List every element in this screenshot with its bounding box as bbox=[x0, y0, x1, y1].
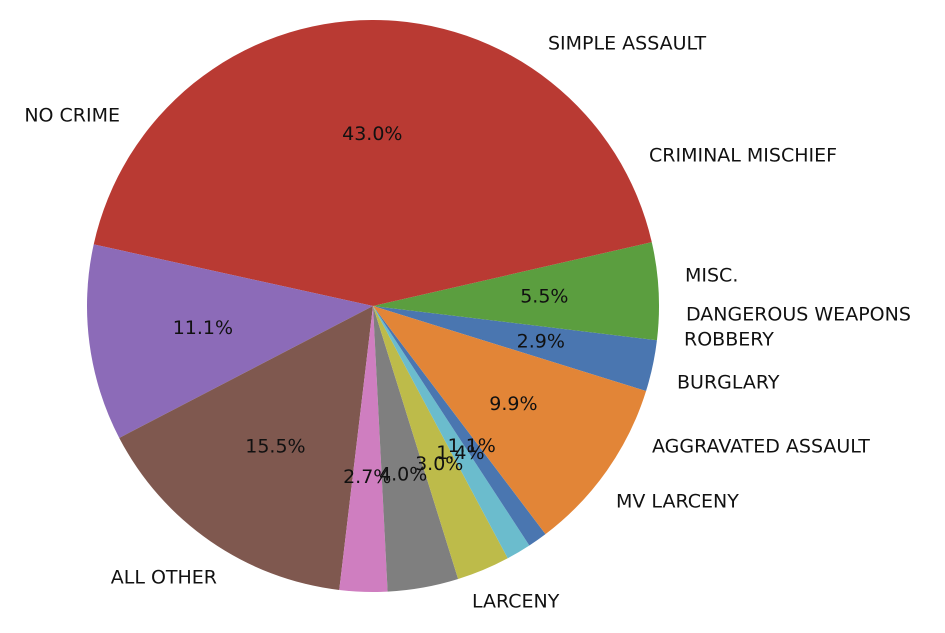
slice-robbery bbox=[373, 306, 530, 559]
category-label-larceny: LARCENY bbox=[472, 591, 560, 613]
slice-no-crime bbox=[93, 19, 652, 306]
pct-label-all-other: 11.1% bbox=[173, 317, 233, 339]
category-label-aggravated-assault: AGGRAVATED ASSAULT bbox=[652, 436, 870, 458]
category-label-burglary: BURGLARY bbox=[677, 372, 780, 394]
pct-label-criminal-mischief: 9.9% bbox=[489, 393, 537, 415]
pct-label-mv-larceny: 2.7% bbox=[343, 466, 391, 488]
slice-aggravated-assault bbox=[373, 306, 459, 592]
slice-criminal-mischief bbox=[373, 306, 647, 535]
slice-burglary bbox=[373, 306, 508, 580]
slice-simple-assault bbox=[373, 242, 659, 341]
category-label-all-other: ALL OTHER bbox=[111, 567, 217, 589]
category-label-criminal-mischief: CRIMINAL MISCHIEF bbox=[649, 145, 837, 167]
slice-mv-larceny bbox=[339, 306, 388, 592]
category-label-no-crime: NO CRIME bbox=[24, 105, 120, 127]
category-label-mv-larceny: MV LARCENY bbox=[616, 491, 739, 513]
slice-misc bbox=[373, 306, 657, 392]
pct-label-larceny: 15.5% bbox=[245, 436, 305, 458]
pct-label-simple-assault: 5.5% bbox=[520, 285, 568, 307]
pct-label-robbery: 1.4% bbox=[436, 442, 484, 464]
slice-dangerous-weapons bbox=[373, 306, 546, 546]
category-label-simple-assault: SIMPLE ASSAULT bbox=[548, 33, 706, 55]
pct-label-misc: 2.9% bbox=[517, 330, 565, 352]
pct-label-aggravated-assault: 4.0% bbox=[379, 463, 427, 485]
category-label-misc: MISC. bbox=[685, 265, 738, 287]
pct-label-burglary: 3.0% bbox=[415, 453, 463, 475]
category-label-robbery: ROBBERY bbox=[684, 329, 774, 351]
category-label-dangerous-weapons: DANGEROUS WEAPONS bbox=[686, 304, 911, 326]
slice-all-other bbox=[87, 244, 374, 438]
slice-larceny bbox=[119, 306, 374, 590]
pct-label-dangerous-weapons: 1.1% bbox=[448, 435, 496, 457]
pct-label-no-crime: 43.0% bbox=[342, 123, 402, 145]
